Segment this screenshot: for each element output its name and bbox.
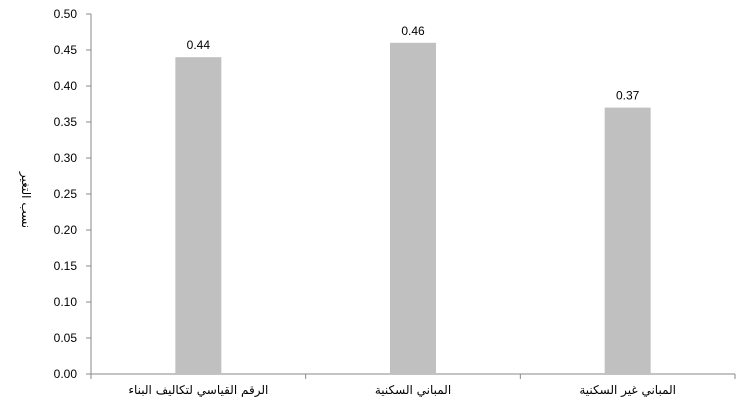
bar-value-label: 0.37 xyxy=(616,89,640,103)
y-tick-label: 0.10 xyxy=(54,295,78,309)
y-tick-label: 0.30 xyxy=(54,151,78,165)
y-tick-label: 0.40 xyxy=(54,79,78,93)
bar xyxy=(175,57,222,374)
x-category-labels: الرقم القياسي لتكاليف البناء المباني السك… xyxy=(128,383,676,398)
y-tick-label: 0.35 xyxy=(54,115,78,129)
x-category-label: المباني غير السكنية xyxy=(579,383,676,398)
y-tick-label: 0.25 xyxy=(54,187,78,201)
y-tick-labels: 0.00 0.05 0.10 0.15 0.20 0.25 0.30 0.35 0.40 0.45… xyxy=(54,7,78,381)
bar-value-label: 0.46 xyxy=(401,24,425,38)
bars-group xyxy=(175,42,651,375)
bar xyxy=(390,42,436,375)
y-tick-label: 0.20 xyxy=(54,223,78,237)
x-category-label: الرقم القياسي لتكاليف البناء xyxy=(128,383,268,398)
y-tick-label: 0.45 xyxy=(54,43,78,57)
y-tick-label: 0.50 xyxy=(54,7,78,21)
y-tick-label: 0.00 xyxy=(54,367,78,381)
bar xyxy=(604,107,651,374)
bar-value-label: 0.44 xyxy=(187,38,211,52)
data-labels: 0.44 0.46 0.37 xyxy=(187,24,640,103)
y-tick-label: 0.15 xyxy=(54,259,78,273)
y-tick-label: 0.05 xyxy=(54,331,78,345)
x-category-label: المباني السكنية xyxy=(375,383,451,397)
y-axis-title: نسب التغير xyxy=(18,171,33,228)
